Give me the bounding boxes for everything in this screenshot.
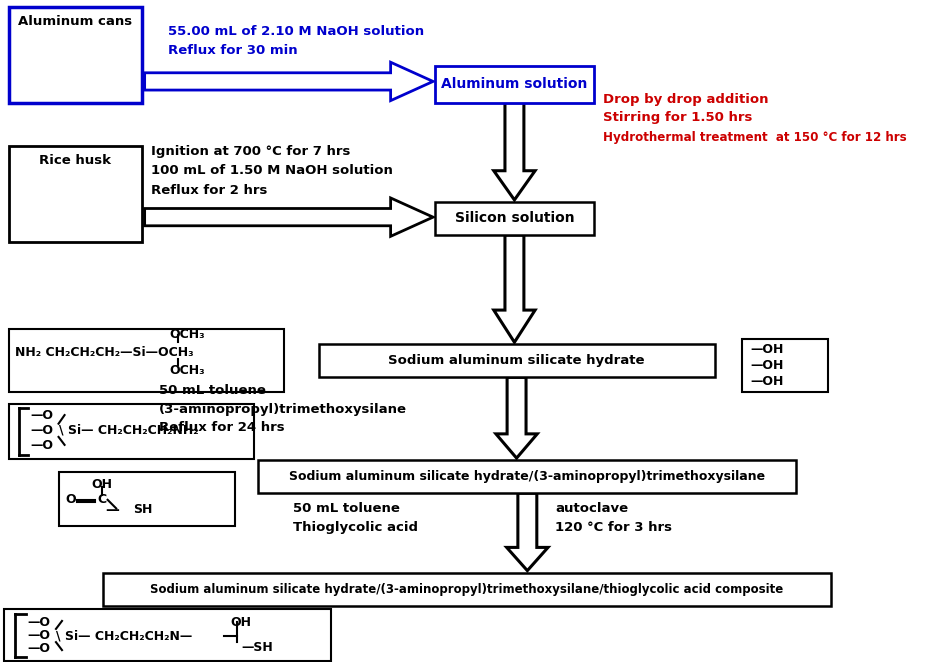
FancyBboxPatch shape xyxy=(434,66,594,103)
Text: O: O xyxy=(65,493,76,506)
Polygon shape xyxy=(496,377,537,458)
Text: Drop by drop addition: Drop by drop addition xyxy=(602,93,767,106)
Text: —O: —O xyxy=(27,629,50,642)
Text: —O: —O xyxy=(27,642,50,655)
Text: NH₂ CH₂CH₂CH₂—Si—OCH₃: NH₂ CH₂CH₂CH₂—Si—OCH₃ xyxy=(15,346,194,359)
Text: —O: —O xyxy=(30,408,53,422)
Text: Sodium aluminum silicate hydrate/(3-aminopropyl)trimethoxysilane: Sodium aluminum silicate hydrate/(3-amin… xyxy=(289,470,765,483)
Text: OCH₃: OCH₃ xyxy=(169,328,205,342)
Text: autoclave: autoclave xyxy=(555,502,628,515)
Text: 50 mL toluene: 50 mL toluene xyxy=(160,384,266,397)
Polygon shape xyxy=(493,103,534,200)
Text: Reflux for 30 min: Reflux for 30 min xyxy=(168,44,297,57)
FancyBboxPatch shape xyxy=(434,202,594,235)
Text: 55.00 mL of 2.10 M NaOH solution: 55.00 mL of 2.10 M NaOH solution xyxy=(168,25,424,38)
Text: —OH: —OH xyxy=(750,359,784,372)
Text: —OH: —OH xyxy=(750,343,784,356)
FancyBboxPatch shape xyxy=(8,7,142,103)
Polygon shape xyxy=(506,493,548,571)
Text: 120 °C for 3 hrs: 120 °C for 3 hrs xyxy=(555,520,671,534)
Text: Aluminum solution: Aluminum solution xyxy=(441,77,587,91)
Text: 100 mL of 1.50 M NaOH solution: 100 mL of 1.50 M NaOH solution xyxy=(150,164,392,177)
Text: Reflux for 24 hrs: Reflux for 24 hrs xyxy=(160,421,284,434)
Text: OH: OH xyxy=(91,478,112,491)
FancyBboxPatch shape xyxy=(258,460,796,493)
Text: —O: —O xyxy=(30,424,53,437)
Text: \ Si— CH₂CH₂CH₂N—: \ Si— CH₂CH₂CH₂N— xyxy=(56,629,192,642)
Text: Silicon solution: Silicon solution xyxy=(454,211,574,226)
Polygon shape xyxy=(493,235,534,342)
Text: C: C xyxy=(97,493,106,506)
Text: —O: —O xyxy=(30,439,53,452)
Text: Ignition at 700 °C for 7 hrs: Ignition at 700 °C for 7 hrs xyxy=(150,144,349,158)
Text: Sodium aluminum silicate hydrate: Sodium aluminum silicate hydrate xyxy=(388,354,644,367)
FancyBboxPatch shape xyxy=(318,344,714,377)
Text: SH: SH xyxy=(133,503,153,516)
Text: Aluminum cans: Aluminum cans xyxy=(18,15,132,28)
Text: OCH₃: OCH₃ xyxy=(169,364,205,377)
FancyBboxPatch shape xyxy=(8,404,254,459)
Text: —OH: —OH xyxy=(750,375,784,388)
Text: —O: —O xyxy=(27,616,50,629)
Polygon shape xyxy=(144,62,432,101)
Text: (3-aminopropyl)trimethoxysilane: (3-aminopropyl)trimethoxysilane xyxy=(160,402,407,416)
FancyBboxPatch shape xyxy=(8,329,284,392)
Text: —SH: —SH xyxy=(241,641,273,654)
Text: Sodium aluminum silicate hydrate/(3-aminopropyl)trimethoxysilane/thioglycolic ac: Sodium aluminum silicate hydrate/(3-amin… xyxy=(150,583,783,596)
FancyBboxPatch shape xyxy=(59,472,235,526)
Text: 50 mL toluene: 50 mL toluene xyxy=(293,502,399,515)
Text: —: — xyxy=(105,502,119,517)
Text: \ Si— CH₂CH₂CH₂NH₂: \ Si— CH₂CH₂CH₂NH₂ xyxy=(59,424,198,437)
Text: Stirring for 1.50 hrs: Stirring for 1.50 hrs xyxy=(602,111,751,124)
Text: Rice husk: Rice husk xyxy=(40,154,111,167)
FancyBboxPatch shape xyxy=(741,339,827,392)
Text: Hydrothermal treatment  at 150 °C for 12 hrs: Hydrothermal treatment at 150 °C for 12 … xyxy=(602,131,905,144)
FancyBboxPatch shape xyxy=(5,609,331,661)
FancyBboxPatch shape xyxy=(103,573,830,606)
Text: Thioglycolic acid: Thioglycolic acid xyxy=(293,520,417,534)
Text: Reflux for 2 hrs: Reflux for 2 hrs xyxy=(150,184,267,197)
FancyBboxPatch shape xyxy=(8,146,142,242)
Text: OH: OH xyxy=(230,616,251,629)
Polygon shape xyxy=(144,198,432,236)
